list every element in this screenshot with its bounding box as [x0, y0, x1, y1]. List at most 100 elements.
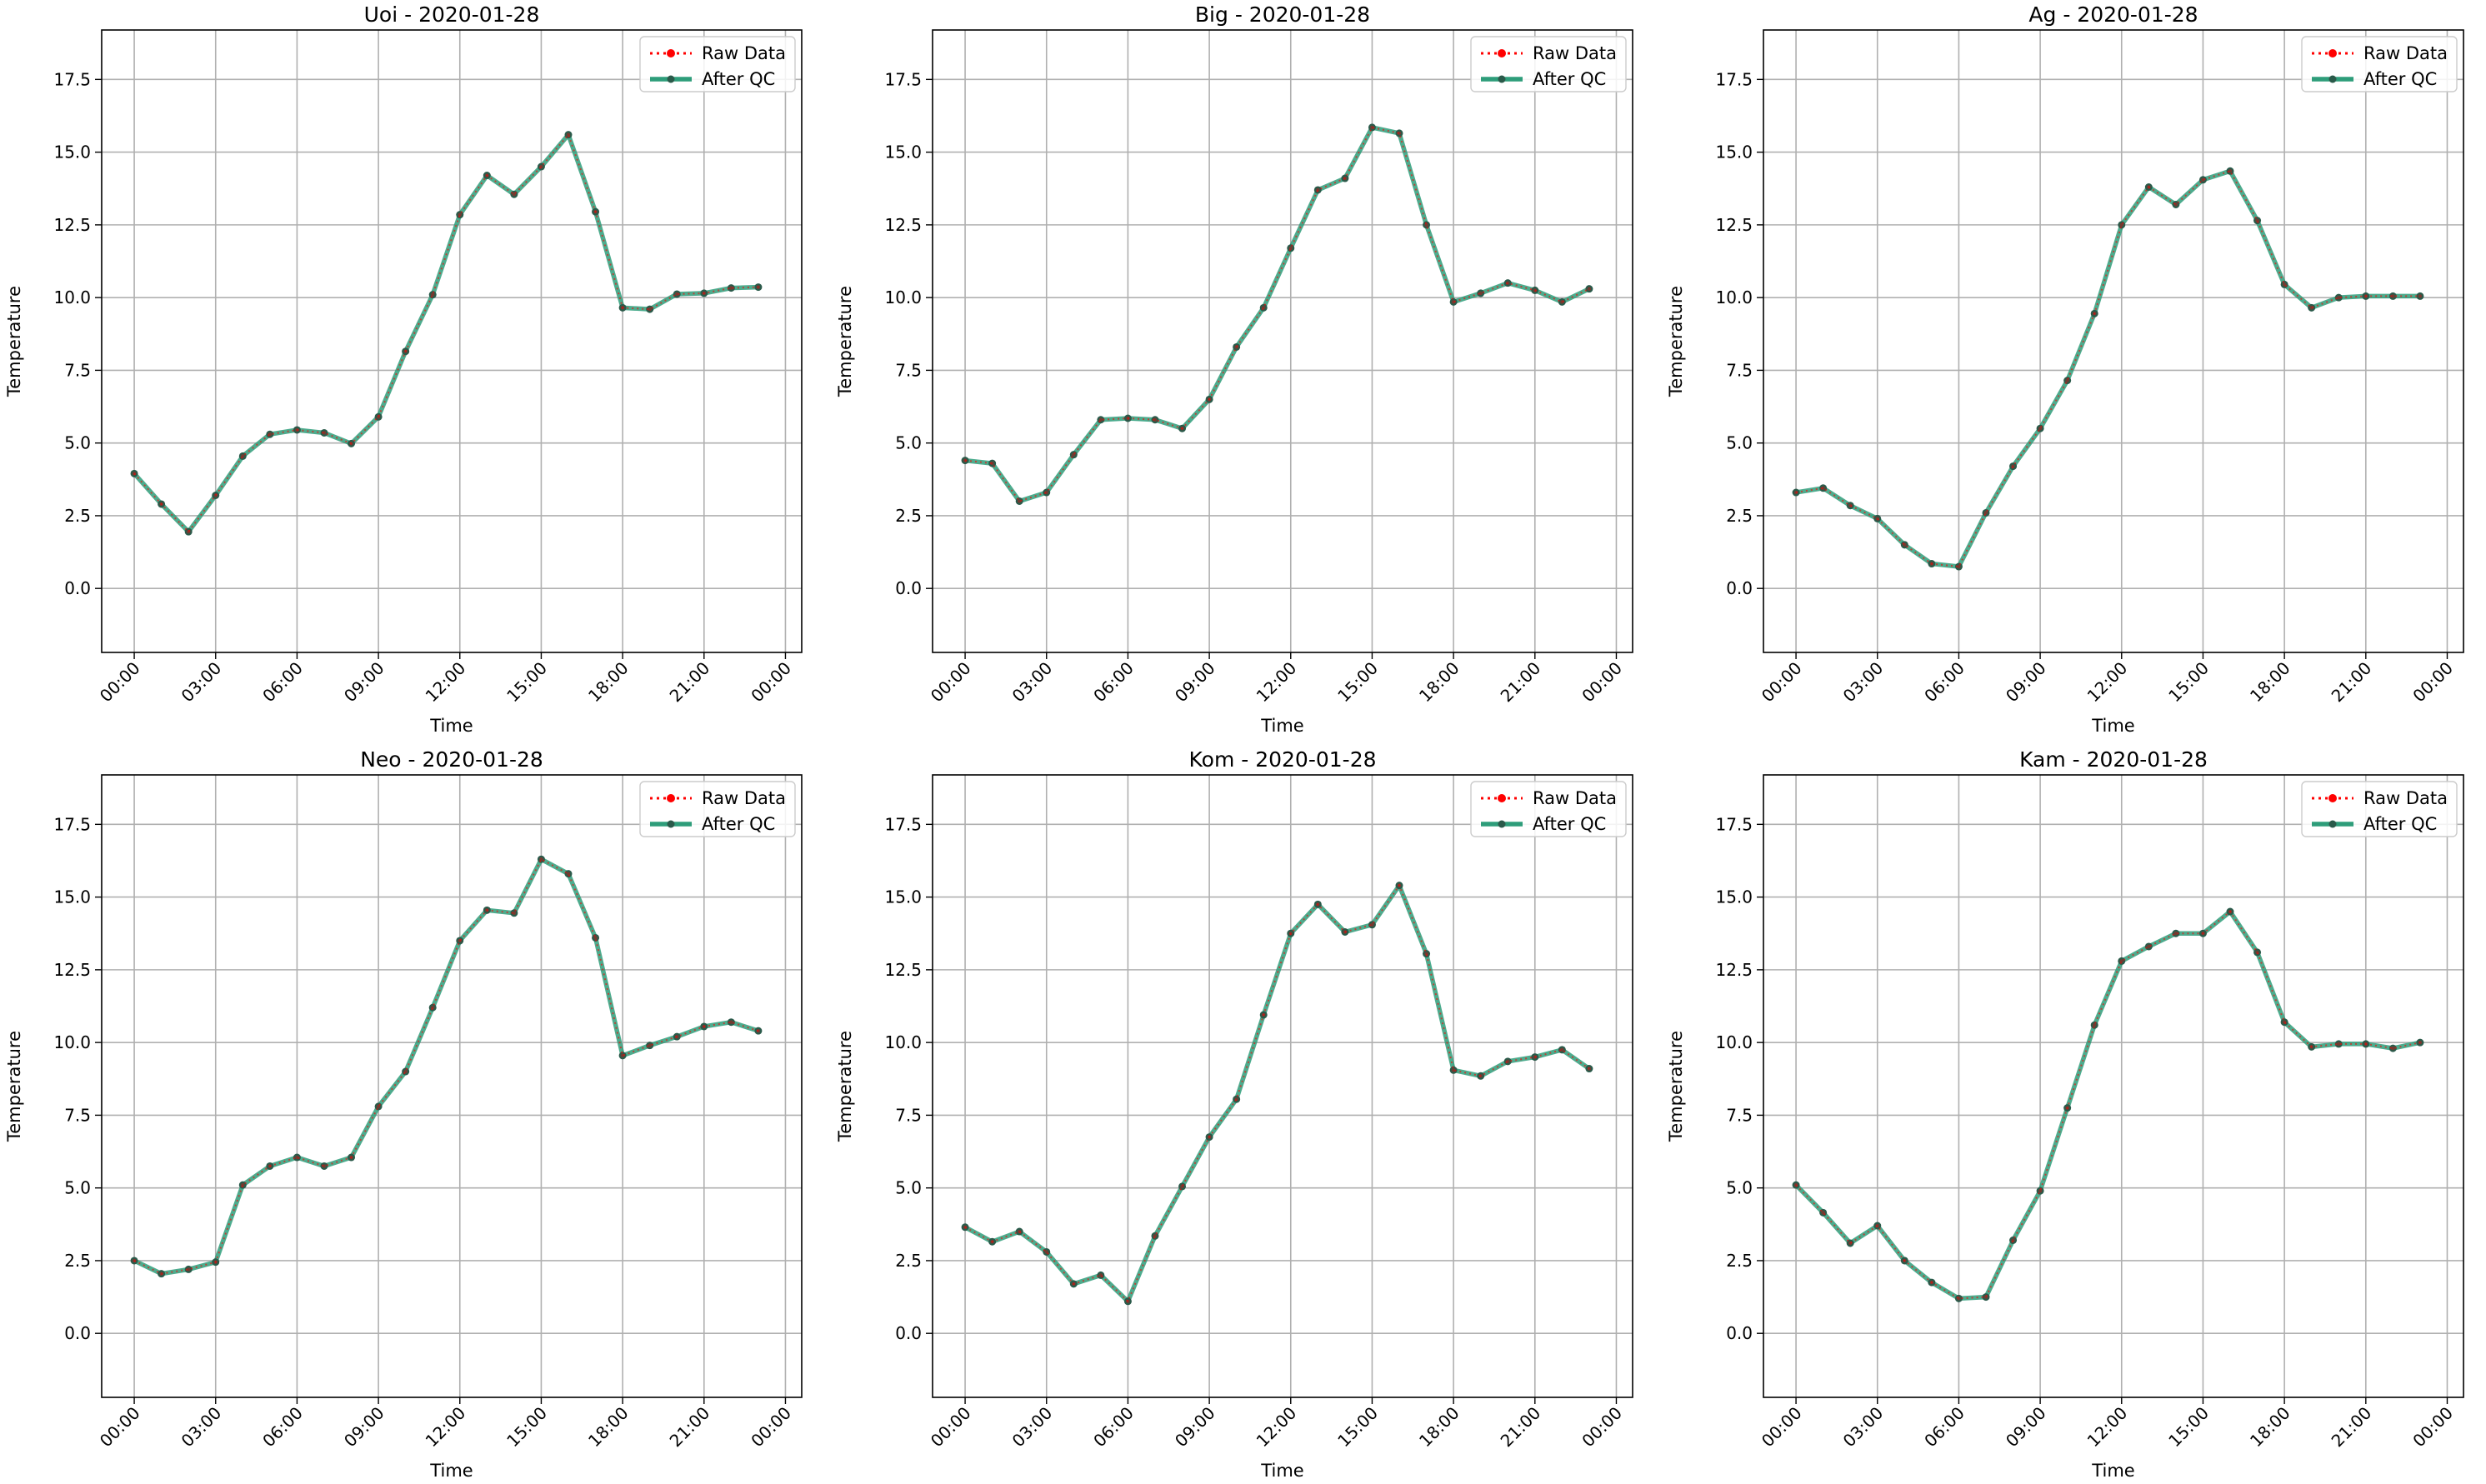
y-tick-label: 2.5 [64, 1251, 91, 1271]
y-tick-label: 10.0 [884, 287, 922, 307]
legend: Raw Data After QC [639, 781, 796, 837]
series-line-raw-data [1795, 170, 2420, 568]
data-point-raw-data [2255, 218, 2259, 222]
data-point-after-qc [1233, 1095, 1241, 1103]
data-point-raw-data [702, 1024, 706, 1029]
y-tick-label: 15.0 [1715, 142, 1753, 162]
data-point-after-qc [2009, 462, 2018, 471]
data-point-after-qc [2308, 303, 2316, 312]
data-point-raw-data [2255, 950, 2259, 955]
data-point-raw-data [186, 529, 191, 534]
data-point-raw-data [1533, 1055, 1537, 1059]
y-tick-label: 15.0 [53, 887, 91, 907]
y-tick-label: 15.0 [53, 142, 91, 162]
data-point-after-qc [2334, 1040, 2343, 1048]
legend-label-after-qc: After QC [702, 814, 775, 834]
data-point-raw-data [1343, 176, 1348, 181]
data-point-raw-data [1207, 397, 1212, 402]
x-tick-label: 06:00 [258, 658, 307, 707]
legend-marker-after-qc [1498, 75, 1506, 83]
x-tick-label: 00:00 [747, 658, 795, 707]
y-tick-label: 5.0 [64, 1178, 91, 1198]
data-point-raw-data [349, 442, 353, 446]
data-point-raw-data [295, 427, 299, 432]
data-point-raw-data [1929, 1280, 1934, 1285]
data-point-raw-data [1126, 1299, 1130, 1304]
legend: Raw Data After QC [2301, 36, 2458, 92]
plot-area [102, 30, 802, 652]
x-tick-label: 18:00 [2246, 658, 2294, 707]
data-point-raw-data [1424, 952, 1428, 956]
data-point-after-qc [212, 492, 220, 500]
data-point-raw-data [566, 872, 571, 876]
panel-3: 00:00 03:00 06:00 09:00 12:00 15:00 18:00 21:00… [1666, 2, 2464, 736]
data-point-raw-data [1875, 517, 1879, 521]
data-point-raw-data [2201, 932, 2205, 936]
y-tick-label: 5.0 [64, 433, 91, 453]
data-point-raw-data [159, 502, 163, 507]
data-point-raw-data [1370, 922, 1374, 927]
x-tick-label: 03:00 [178, 658, 226, 707]
legend-label-raw-data: Raw Data [702, 43, 786, 63]
legend-marker-raw-data [667, 794, 675, 802]
panel-title: Neo - 2020-01-28 [360, 747, 543, 772]
data-point-after-qc [1368, 123, 1376, 132]
data-point-raw-data [2119, 222, 2123, 227]
data-point-raw-data [186, 1267, 191, 1272]
panel-1: 00:00 03:00 06:00 09:00 12:00 15:00 18:00 21:00… [4, 2, 803, 736]
data-point-raw-data [2093, 1022, 2097, 1027]
legend-label-raw-data: Raw Data [2363, 43, 2448, 63]
x-tick-label: 09:00 [340, 1403, 388, 1452]
data-point-raw-data [403, 349, 408, 353]
x-tick-label: 15:00 [503, 1403, 551, 1452]
panel-title: Uoi - 2020-01-28 [364, 2, 540, 27]
data-point-raw-data [2391, 1046, 2395, 1051]
data-point-raw-data [1957, 1297, 1961, 1301]
axes-frame [101, 774, 803, 1398]
data-point-raw-data [1903, 1258, 1907, 1263]
x-tick-label: 06:00 [1089, 658, 1138, 707]
data-point-raw-data [1506, 1059, 1510, 1064]
data-point-raw-data [268, 432, 273, 437]
y-tick-label: 0.0 [895, 1323, 922, 1343]
x-tick-label: 18:00 [1415, 658, 1463, 707]
legend-label-raw-data: Raw Data [2363, 788, 2448, 808]
data-point-raw-data [1793, 490, 1798, 495]
data-point-after-qc [2172, 929, 2180, 937]
data-point-after-qc [320, 428, 328, 437]
x-tick-label: 21:00 [666, 1403, 714, 1452]
data-point-after-qc [2416, 292, 2424, 300]
data-point-raw-data [539, 164, 543, 169]
data-point-after-qc [456, 937, 464, 945]
x-axis-label: Time [1260, 716, 1303, 736]
plot-area [102, 775, 802, 1397]
data-point-after-qc [988, 459, 997, 467]
y-tick-label: 7.5 [895, 360, 922, 380]
panel-title: Kam - 2020-01-28 [2019, 747, 2208, 772]
data-point-raw-data [1451, 1068, 1456, 1072]
data-point-raw-data [322, 1164, 327, 1168]
data-point-after-qc [1954, 1294, 1963, 1302]
data-point-raw-data [1072, 452, 1076, 457]
data-point-raw-data [1262, 306, 1266, 310]
series-line-after-qc [963, 882, 1591, 1304]
data-point-after-qc [1503, 1057, 1512, 1066]
y-tick-label: 2.5 [895, 506, 922, 526]
data-point-raw-data [1234, 1097, 1238, 1102]
y-tick-label: 15.0 [884, 142, 922, 162]
data-point-raw-data [990, 1240, 994, 1244]
data-point-raw-data [648, 307, 652, 312]
data-point-raw-data [620, 306, 625, 310]
data-point-raw-data [1587, 287, 1592, 291]
data-point-after-qc [1097, 1271, 1105, 1279]
y-tick-label: 7.5 [64, 360, 91, 380]
x-tick-label: 15:00 [503, 658, 551, 707]
y-tick-label: 10.0 [53, 1032, 91, 1052]
data-point-raw-data [485, 908, 489, 912]
data-point-after-qc [1503, 279, 1512, 287]
legend-label-raw-data: Raw Data [1533, 43, 1617, 63]
x-axis-label: Time [1260, 1461, 1303, 1481]
legend-marker-raw-data [2328, 794, 2337, 802]
data-point-raw-data [1044, 490, 1048, 495]
